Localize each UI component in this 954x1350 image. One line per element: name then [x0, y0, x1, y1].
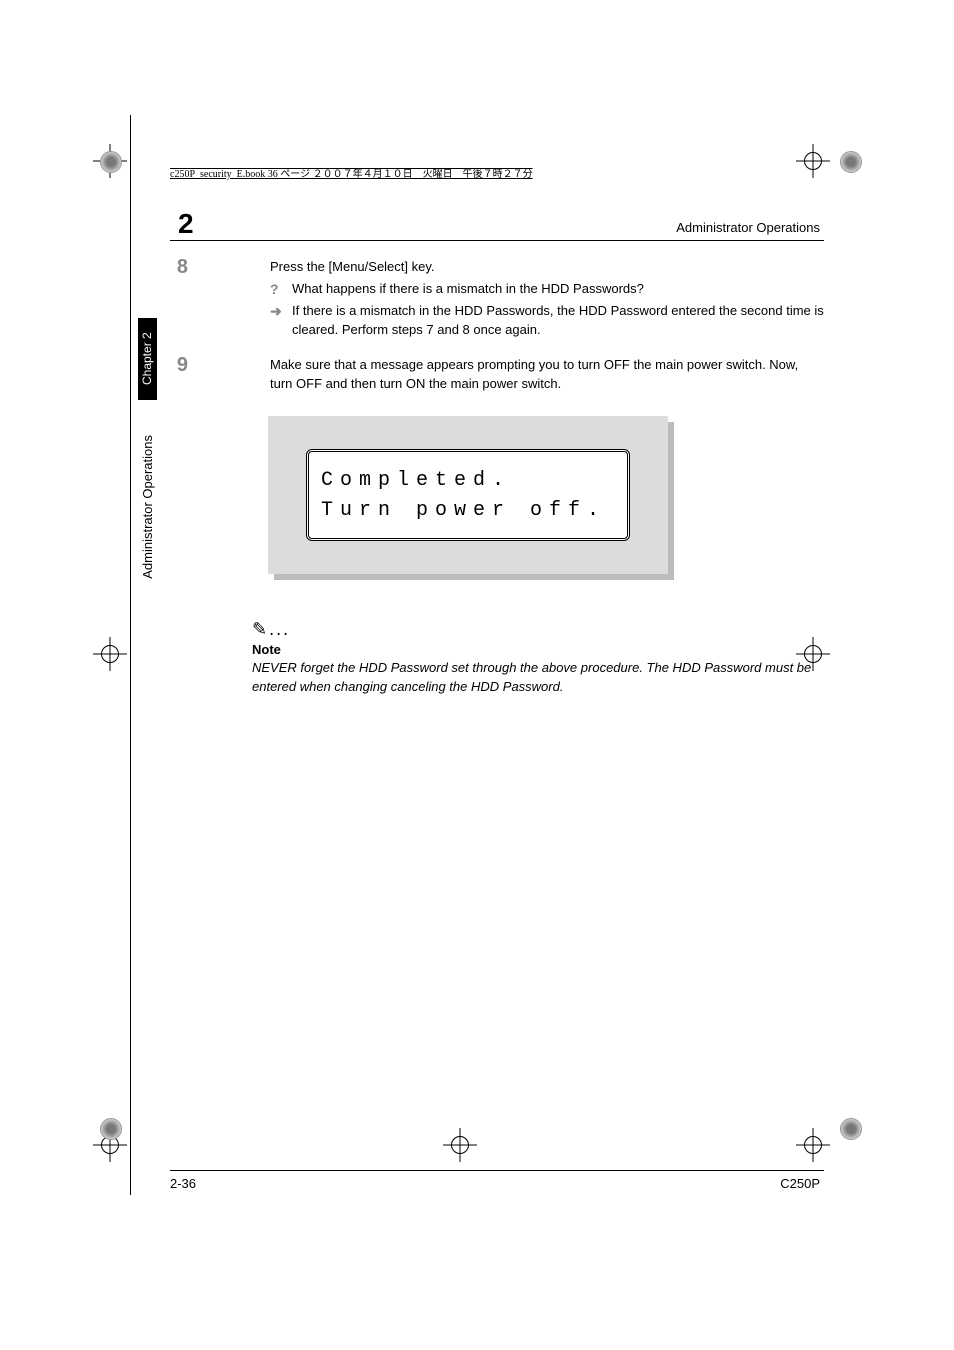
arrow-icon: ➜ — [270, 302, 292, 340]
shadow — [274, 574, 674, 580]
step-8: 8 Press the [Menu/Select] key. ? What ha… — [170, 255, 824, 339]
corner-circle-icon — [840, 151, 862, 173]
page-number: 2-36 — [170, 1176, 196, 1191]
header-rule — [170, 240, 824, 241]
shadow — [668, 422, 674, 580]
model-label: C250P — [780, 1176, 820, 1191]
answer-item: ➜ If there is a mismatch in the HDD Pass… — [270, 302, 824, 340]
pencil-icon: ✎... — [252, 619, 812, 640]
page: c250P_security_E.book 36 ページ ２００７年４月１０日 … — [130, 115, 830, 1195]
corner-circle-icon — [100, 1118, 122, 1140]
question-icon: ? — [270, 280, 292, 299]
lcd-display: Completed. Turn power off. — [306, 449, 630, 541]
step-text: Press the [Menu/Select] key. — [270, 258, 824, 277]
step-text: Make sure that a message appears prompti… — [270, 356, 824, 394]
lcd-line1: Completed. — [321, 466, 615, 496]
side-tab: Chapter 2 — [138, 318, 157, 400]
question-text: What happens if there is a mismatch in t… — [292, 280, 824, 299]
lcd-screen: Completed. Turn power off. — [268, 416, 668, 574]
step-number: 9 — [170, 353, 200, 394]
question-item: ? What happens if there is a mismatch in… — [270, 280, 824, 299]
note-text: NEVER forget the HDD Password set throug… — [252, 659, 812, 697]
content-body: 8 Press the [Menu/Select] key. ? What ha… — [170, 255, 824, 697]
corner-circle-icon — [840, 1118, 862, 1140]
corner-circle-icon — [100, 151, 122, 173]
lcd-line2: Turn power off. — [321, 496, 615, 526]
step-9: 9 Make sure that a message appears promp… — [170, 353, 824, 394]
step-number: 8 — [170, 255, 200, 339]
file-info: c250P_security_E.book 36 ページ ２００７年４月１０日 … — [170, 165, 533, 180]
note-block: ✎... Note NEVER forget the HDD Password … — [252, 619, 812, 697]
chapter-number: 2 — [178, 208, 194, 240]
footer-rule — [170, 1170, 824, 1171]
side-label: Administrator Operations — [140, 435, 155, 579]
header-title: Administrator Operations — [676, 220, 820, 235]
answer-text: If there is a mismatch in the HDD Passwo… — [292, 302, 824, 340]
note-label: Note — [252, 642, 812, 657]
